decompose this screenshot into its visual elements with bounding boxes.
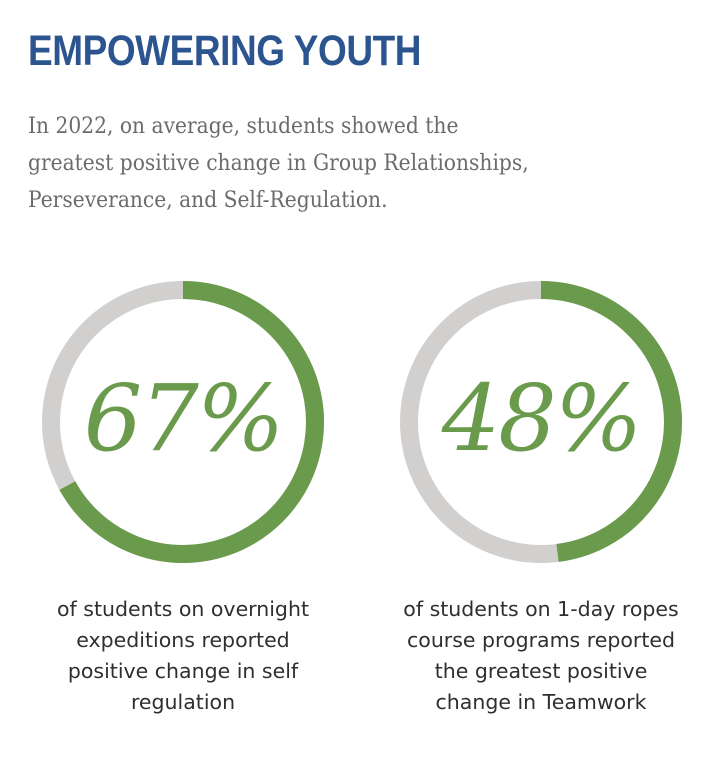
page-title: EMPOWERING YOUTH: [28, 27, 422, 75]
caption-line: change in Teamwork: [435, 690, 647, 714]
caption-ropes: of students on 1-day ropes course progra…: [376, 594, 706, 718]
donut-svg: [400, 281, 682, 563]
caption-line: of students on overnight: [57, 597, 309, 621]
caption-line: regulation: [130, 690, 236, 714]
caption-line: expeditions reported: [76, 628, 290, 652]
intro-text: In 2022, on average, students showed the…: [28, 108, 668, 219]
donut-value-label: 48%: [441, 364, 642, 472]
donut-slice: [59, 281, 324, 563]
donut-chart-ropes: 48%: [391, 272, 691, 572]
donut-slice: [540, 281, 682, 562]
intro-line: greatest positive change in Group Relati…: [28, 151, 529, 176]
caption-line: positive change in self: [67, 659, 299, 683]
intro-line: Perseverance, and Self-Regulation.: [28, 188, 388, 213]
caption-line: the greatest positive: [434, 659, 648, 683]
caption-line: of students on 1-day ropes: [403, 597, 679, 621]
caption-line: course programs reported: [407, 628, 675, 652]
donut-svg: [42, 281, 324, 563]
caption-overnight: of students on overnight expeditions rep…: [18, 594, 348, 718]
donut-value-label: 67%: [83, 364, 284, 472]
donut-chart-overnight: 67%: [33, 272, 333, 572]
intro-line: In 2022, on average, students showed the: [28, 114, 459, 139]
